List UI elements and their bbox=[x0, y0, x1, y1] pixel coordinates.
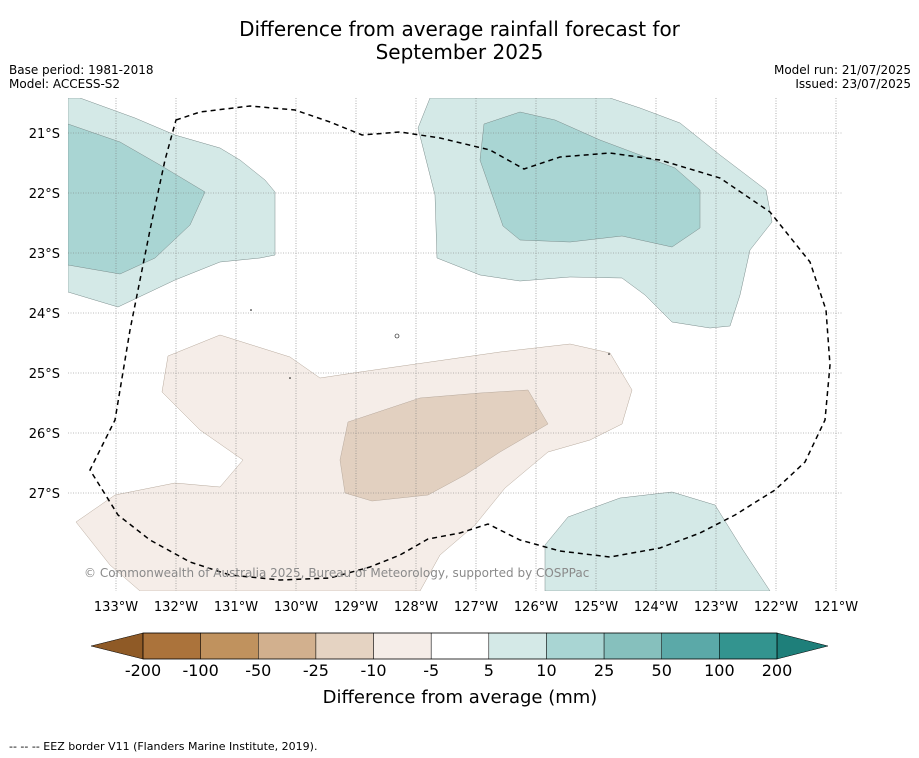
meta-right: Model run: 21/07/2025 Issued: 23/07/2025 bbox=[774, 63, 911, 91]
colorbar-cell bbox=[546, 632, 605, 660]
colorbar-tick-label: 5 bbox=[484, 661, 494, 680]
lat-label: 23°S bbox=[29, 247, 60, 262]
colorbar-tick-label: -50 bbox=[245, 661, 271, 680]
island-mark bbox=[394, 333, 400, 339]
colorbar-title: Difference from average (mm) bbox=[323, 687, 598, 708]
region-ne-dark bbox=[479, 111, 701, 248]
lon-label: 126°W bbox=[514, 600, 558, 615]
colorbar-cell bbox=[258, 632, 317, 660]
colorbar-tick-label: -5 bbox=[423, 661, 439, 680]
colorbar-cell bbox=[315, 632, 374, 660]
latitude-labels: 21°S 22°S 23°S 24°S 25°S 26°S 27°S bbox=[29, 127, 60, 502]
gridlines bbox=[68, 98, 843, 591]
lon-label: 125°W bbox=[574, 600, 618, 615]
title-line-1: Difference from average rainfall forecas… bbox=[239, 17, 680, 41]
colorbar-tick-label: 10 bbox=[536, 661, 556, 680]
longitude-labels: 133°W 132°W 131°W 130°W 129°W 128°W 127°… bbox=[94, 600, 858, 615]
eez-border bbox=[89, 105, 831, 581]
colorbar-tick-label: -10 bbox=[360, 661, 386, 680]
colorbar-cells bbox=[142, 632, 778, 660]
chart-title: Difference from average rainfall forecas… bbox=[0, 18, 919, 64]
colorbar-extend-high bbox=[776, 632, 829, 660]
islands bbox=[250, 309, 610, 379]
colorbar-cell bbox=[603, 632, 662, 660]
colorbar-extend-low bbox=[90, 632, 144, 660]
base-period: Base period: 1981-2018 bbox=[9, 63, 154, 77]
colorbar-frame bbox=[142, 632, 778, 660]
colorbar-tick-label: -200 bbox=[125, 661, 161, 680]
colorbar-tick-label: 200 bbox=[762, 661, 793, 680]
model-run: Model run: 21/07/2025 bbox=[773, 63, 911, 77]
lat-label: 26°S bbox=[29, 427, 60, 442]
meta-left: Base period: 1981-2018 Model: ACCESS-S2 bbox=[9, 63, 154, 91]
lon-label: 122°W bbox=[754, 600, 798, 615]
lon-label: 132°W bbox=[154, 600, 198, 615]
copyright-text: © Commonwealth of Australia 2025, Bureau… bbox=[84, 566, 589, 580]
lat-label: 21°S bbox=[29, 127, 60, 142]
lon-label: 121°W bbox=[814, 600, 858, 615]
lon-label: 133°W bbox=[94, 600, 138, 615]
colorbar-cell bbox=[200, 632, 259, 660]
colorbar-tick-label: 25 bbox=[594, 661, 614, 680]
lon-label: 128°W bbox=[394, 600, 438, 615]
colorbar-cell bbox=[719, 632, 778, 660]
colorbar-tick-label: -25 bbox=[303, 661, 329, 680]
model-name: Model: ACCESS-S2 bbox=[9, 77, 121, 91]
region-nw-dark bbox=[68, 123, 206, 275]
colorbar-tick-label: 50 bbox=[652, 661, 672, 680]
colorbar: -200 -100 -50 -25 -10 -5 5 10 25 50 100 200 Differe… bbox=[90, 632, 829, 708]
colorbar-cell bbox=[488, 632, 547, 660]
island-mark bbox=[608, 353, 610, 355]
colorbar-tick-label: 100 bbox=[704, 661, 735, 680]
colorbar-cell bbox=[142, 632, 201, 660]
lat-label: 22°S bbox=[29, 187, 60, 202]
lon-label: 124°W bbox=[634, 600, 678, 615]
colorbar-labels: -200 -100 -50 -25 -10 -5 5 10 25 50 100 200 bbox=[125, 661, 792, 680]
colorbar-cell bbox=[661, 632, 720, 660]
colorbar-cell bbox=[373, 632, 432, 660]
lon-label: 130°W bbox=[274, 600, 318, 615]
region-se-light bbox=[544, 491, 771, 591]
issued-date: Issued: 23/07/2025 bbox=[795, 77, 911, 91]
title-line-2: September 2025 bbox=[375, 40, 544, 64]
colorbar-tick-label: -100 bbox=[182, 661, 218, 680]
colorbar-cell bbox=[430, 632, 490, 660]
island-mark bbox=[289, 377, 291, 379]
island-mark bbox=[250, 309, 252, 311]
lon-label: 127°W bbox=[454, 600, 498, 615]
region-central-dark bbox=[339, 389, 549, 502]
lat-label: 25°S bbox=[29, 367, 60, 382]
lat-label: 24°S bbox=[29, 307, 60, 322]
anomaly-regions bbox=[68, 98, 773, 591]
lon-label: 129°W bbox=[334, 600, 378, 615]
lat-label: 27°S bbox=[29, 487, 60, 502]
rainfall-map: © Commonwealth of Australia 2025, Bureau… bbox=[29, 98, 858, 708]
lon-label: 123°W bbox=[694, 600, 738, 615]
eez-footnote: -- -- -- EEZ border V11 (Flanders Marine… bbox=[9, 740, 318, 753]
lon-label: 131°W bbox=[214, 600, 258, 615]
